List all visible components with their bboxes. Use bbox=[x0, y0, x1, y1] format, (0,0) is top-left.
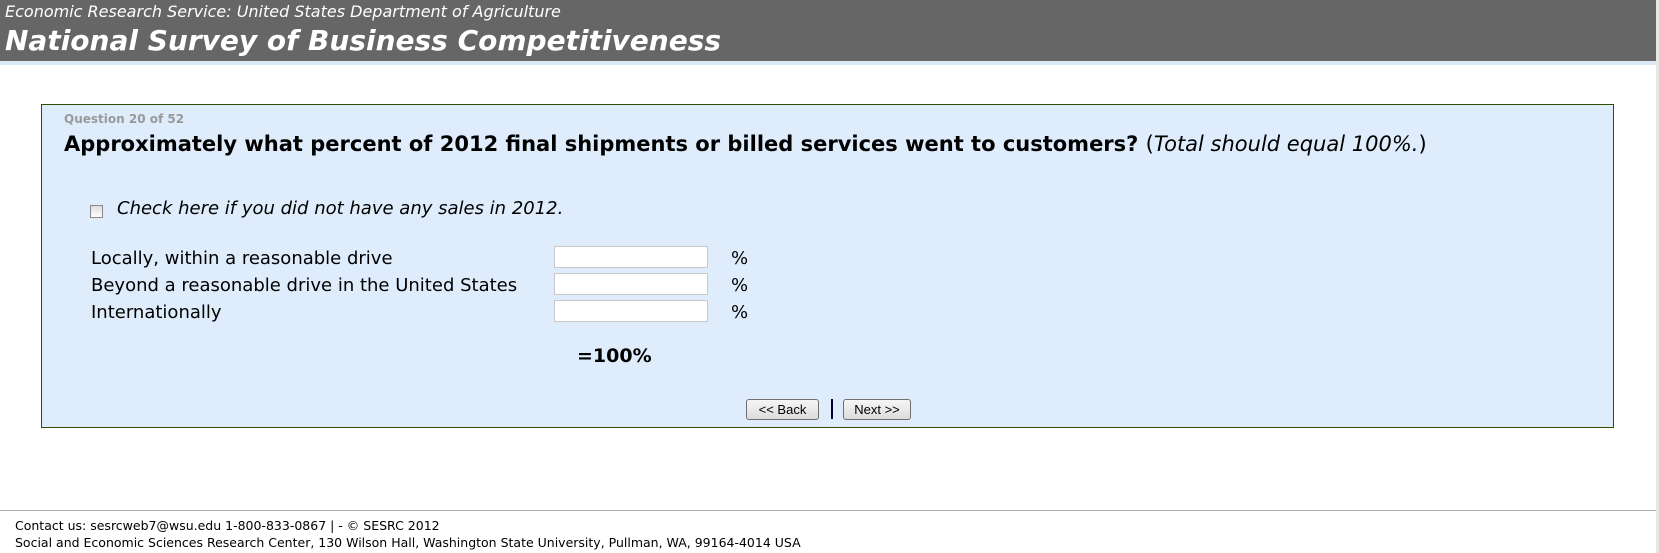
site-header: Economic Research Service: United States… bbox=[0, 0, 1656, 61]
question-text: Approximately what percent of 2012 final… bbox=[64, 132, 1427, 156]
percent-unit: % bbox=[731, 248, 749, 269]
back-button[interactable]: << Back bbox=[746, 399, 819, 420]
question-main: Approximately what percent of 2012 final… bbox=[64, 132, 1139, 156]
no-sales-checkbox[interactable] bbox=[90, 205, 103, 218]
note-open: ( bbox=[1145, 132, 1154, 156]
total-label: =100% bbox=[577, 345, 652, 367]
row-label-national: Beyond a reasonable drive in the United … bbox=[91, 275, 518, 296]
nav-separator bbox=[831, 399, 833, 419]
row-label-international: Internationally bbox=[91, 302, 222, 323]
footer-divider bbox=[0, 510, 1656, 511]
percent-unit: % bbox=[731, 275, 749, 296]
next-button[interactable]: Next >> bbox=[843, 399, 911, 420]
page-scrollbar[interactable] bbox=[1656, 0, 1659, 553]
footer-contact: Contact us: sesrcweb7@wsu.edu 1-800-833-… bbox=[15, 518, 440, 533]
header-divider bbox=[0, 61, 1656, 65]
survey-title: National Survey of Business Competitiven… bbox=[5, 24, 722, 57]
question-counter: Question 20 of 52 bbox=[64, 112, 185, 126]
note-close: ) bbox=[1418, 132, 1427, 156]
footer-address: Social and Economic Sciences Research Ce… bbox=[15, 535, 801, 550]
question-panel: Question 20 of 52 Approximately what per… bbox=[41, 104, 1614, 428]
row-label-local: Locally, within a reasonable drive bbox=[91, 248, 393, 269]
no-sales-label: Check here if you did not have any sales… bbox=[117, 198, 564, 219]
percent-unit: % bbox=[731, 302, 749, 323]
local-percent-input[interactable] bbox=[554, 246, 708, 268]
international-percent-input[interactable] bbox=[554, 300, 708, 322]
agency-subtitle: Economic Research Service: United States… bbox=[5, 2, 561, 21]
national-percent-input[interactable] bbox=[554, 273, 708, 295]
question-note: Total should equal 100%. bbox=[1153, 132, 1419, 156]
